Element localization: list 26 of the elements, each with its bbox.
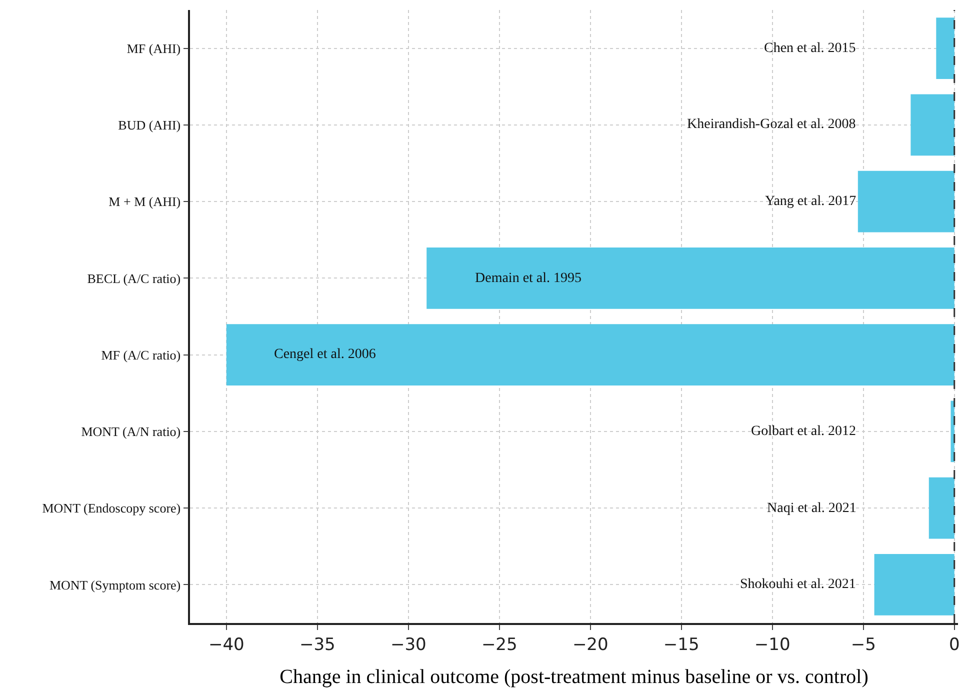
annotation: Yang et al. 2017 xyxy=(765,194,856,209)
annotation: Chen et al. 2015 xyxy=(764,41,856,56)
y-tick-label: MF (A/C ratio) xyxy=(101,347,181,362)
annotation: Kheirandish-Gozal et al. 2008 xyxy=(687,117,856,132)
y-tick-label: BECL (A/C ratio) xyxy=(87,270,181,286)
y-tick-label: BUD (AHI) xyxy=(118,117,181,132)
y-tick-label: MONT (Endoscopy score) xyxy=(42,500,181,516)
x-tick-label: 0 xyxy=(948,635,960,656)
annotation: Demain et al. 1995 xyxy=(475,271,582,286)
x-tick-label: −5 xyxy=(850,635,876,656)
x-tick-label: −15 xyxy=(663,635,700,656)
x-axis-title: Change in clinical outcome (post-treatment minus baseline or vs. control) xyxy=(280,666,868,688)
annotation: Cengel et al. 2006 xyxy=(274,347,376,362)
annotation: Golbart et al. 2012 xyxy=(751,424,856,439)
y-tick-label: MONT (A/N ratio) xyxy=(81,424,181,439)
annotation: Naqi et al. 2021 xyxy=(767,501,856,516)
x-tick-label: −25 xyxy=(481,635,518,656)
x-tick-label: −35 xyxy=(299,635,336,656)
x-tick-label: −30 xyxy=(390,635,426,656)
annotation: Shokouhi et al. 2021 xyxy=(740,577,856,592)
x-tick-label: −10 xyxy=(754,635,790,656)
y-tick-label: MONT (Symptom score) xyxy=(49,577,181,592)
x-tick-label: −20 xyxy=(572,635,608,656)
y-tick-label: MF (AHI) xyxy=(126,40,181,56)
y-tick-label: M + M (AHI) xyxy=(108,194,181,210)
x-tick-label: −40 xyxy=(208,635,244,656)
